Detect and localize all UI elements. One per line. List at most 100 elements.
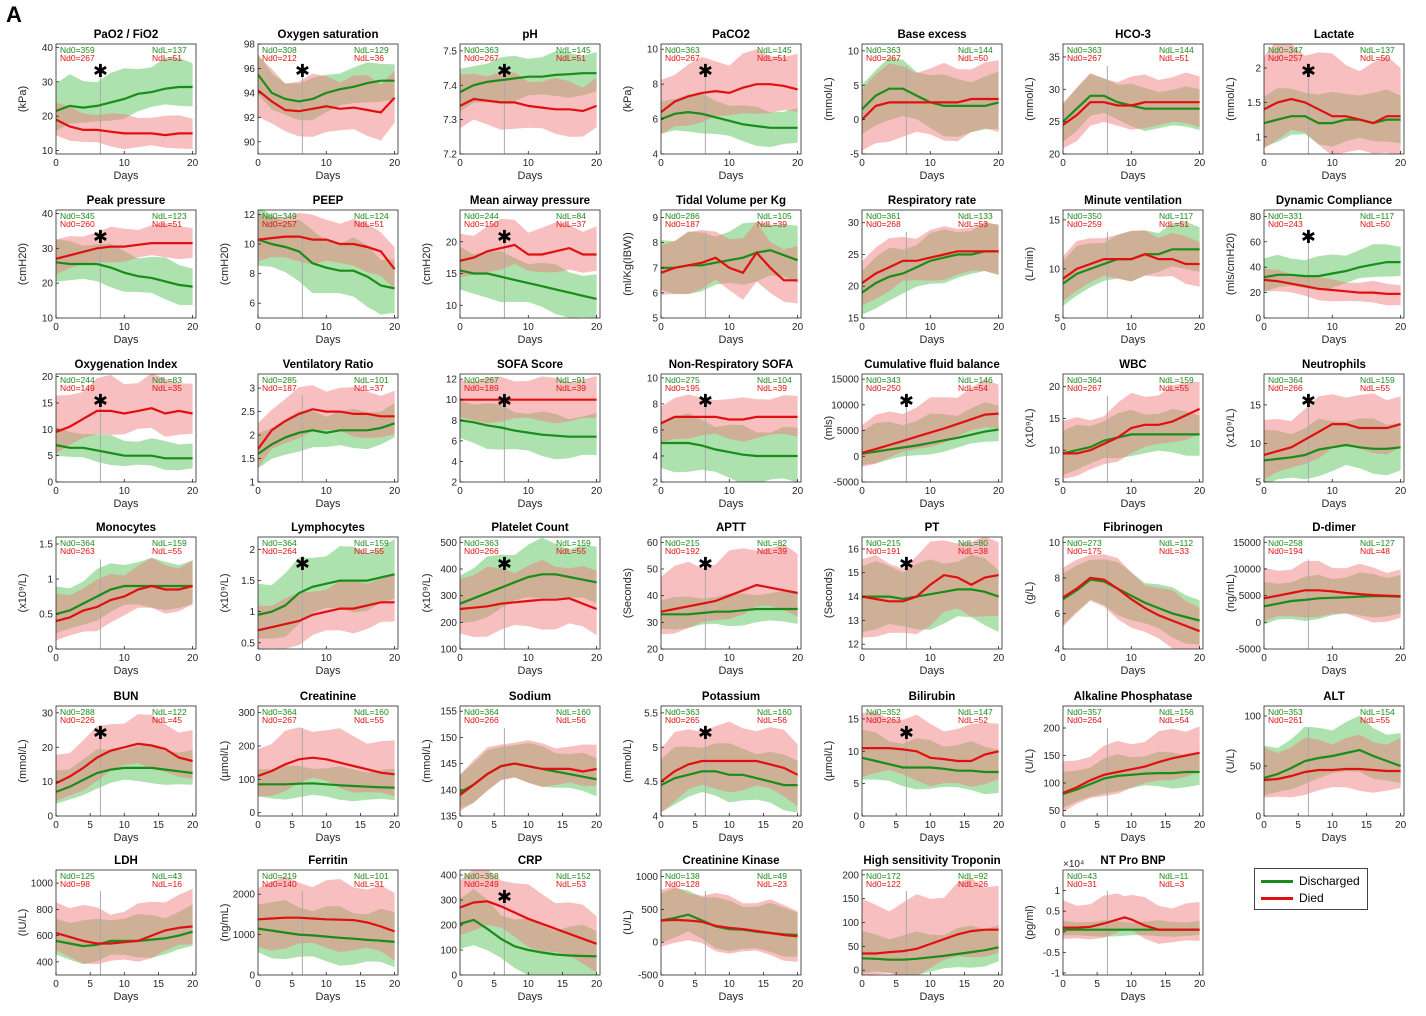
y-tick-label: 15 <box>848 568 860 579</box>
axes-box <box>1062 373 1204 483</box>
n-d0-discharged: Nd0=331 <box>1268 211 1303 221</box>
x-tick-label: 0 <box>53 486 59 497</box>
series-line-discharged <box>56 85 193 113</box>
series-line-died <box>56 925 193 945</box>
x-tick-label: 20 <box>1194 486 1206 497</box>
x-axis-label: Days <box>718 498 744 510</box>
significance-star: ✱ <box>93 391 108 412</box>
n-dl-discharged: NdL=43 <box>152 871 182 881</box>
y-tick-label: 10000 <box>1233 565 1261 576</box>
n-dl-died: NdL=37 <box>354 383 384 393</box>
x-tick-label: 5 <box>87 979 93 990</box>
band-died <box>258 727 395 797</box>
chart-title: Sodium <box>509 691 551 703</box>
y-tick-label: 145 <box>440 759 457 770</box>
y-tick-label: 15 <box>446 269 458 280</box>
y-tick-label: -500 <box>638 971 658 982</box>
n-dl-discharged: NdL=147 <box>958 707 993 717</box>
band-died <box>460 71 597 137</box>
series-line-discharged <box>1063 433 1200 455</box>
y-tick-label: 10 <box>848 46 860 57</box>
y-tick-label: 15000 <box>1233 538 1261 549</box>
chart-title: APTT <box>716 522 746 534</box>
significance-star: ✱ <box>1301 61 1316 82</box>
band-discharged <box>661 222 798 295</box>
y-tick-label: 1 <box>1255 132 1261 143</box>
n-dl-died: NdL=55 <box>152 546 182 556</box>
chart-title: LDH <box>114 855 138 867</box>
n-dl-discharged: NdL=145 <box>757 45 792 55</box>
band-discharged <box>1264 244 1401 292</box>
y-tick-label: 0 <box>249 808 255 819</box>
n-dl-died: NdL=35 <box>152 383 182 393</box>
series-line-died <box>1063 916 1200 931</box>
series-line-died <box>258 916 395 933</box>
y-tick-label: 9 <box>652 213 658 224</box>
axes-box <box>660 869 802 976</box>
y-tick-label: 15 <box>848 314 860 325</box>
series-line-discharged <box>661 441 798 458</box>
x-tick-label: 20 <box>993 158 1005 169</box>
n-d0-discharged: Nd0=345 <box>60 211 95 221</box>
x-tick-label: 0 <box>1060 158 1066 169</box>
y-tick-label: 13 <box>848 616 860 627</box>
x-tick-label: 10 <box>925 158 937 169</box>
n-d0-died: Nd0=189 <box>464 383 499 393</box>
y-tick-label: 40 <box>1250 263 1262 274</box>
chart-title: Oxygenation Index <box>75 359 178 371</box>
y-tick-label: 6 <box>249 299 255 310</box>
series-line-discharged <box>258 573 395 616</box>
x-tick-label: 5 <box>692 979 698 990</box>
x-tick-label: 0 <box>53 653 59 664</box>
y-axis-label: (cmH20) <box>17 243 29 285</box>
y-axis-label: (x10⁹/L) <box>1225 409 1237 448</box>
x-tick-label: 5 <box>1094 820 1100 831</box>
n-d0-died: Nd0=267 <box>1067 53 1102 63</box>
y-tick-label: 6 <box>652 425 658 436</box>
x-tick-label: 20 <box>389 158 401 169</box>
series-line-discharged <box>56 766 193 793</box>
y-tick-label: 50 <box>1049 806 1061 817</box>
series-line-discharged <box>862 250 999 294</box>
n-d0-died: Nd0=194 <box>1268 546 1303 556</box>
x-tick-label: 10 <box>523 486 535 497</box>
x-tick-label: 0 <box>457 820 463 831</box>
x-tick-label: 5 <box>289 820 295 831</box>
n-dl-discharged: NdL=122 <box>152 707 187 717</box>
significance-star: ✱ <box>93 723 108 744</box>
band-died <box>56 223 193 275</box>
y-tick-label: 135 <box>440 812 457 823</box>
axes-box <box>1263 209 1405 319</box>
n-d0-discharged: Nd0=138 <box>665 871 700 881</box>
n-dl-died: NdL=38 <box>958 546 988 556</box>
band-died <box>1264 734 1401 798</box>
y-tick-label: 4 <box>451 457 457 468</box>
series-line-discharged <box>862 87 999 111</box>
x-axis-label: Days <box>919 991 945 1003</box>
x-tick-label: 20 <box>792 653 804 664</box>
x-tick-label: 15 <box>1160 979 1172 990</box>
chart-title: Peak pressure <box>87 195 166 207</box>
n-d0-died: Nd0=268 <box>866 219 901 229</box>
y-tick-label: 10 <box>647 45 659 56</box>
y-tick-label: 15 <box>848 714 860 725</box>
n-dl-died: NdL=39 <box>556 383 586 393</box>
band-died <box>258 212 395 290</box>
series-line-discharged <box>1063 770 1200 796</box>
n-d0-discharged: Nd0=364 <box>464 707 499 717</box>
x-axis-label: Days <box>919 170 945 182</box>
y-tick-label: 0 <box>1255 618 1261 629</box>
y-tick-label: 200 <box>440 921 457 932</box>
series-line-discharged <box>862 428 999 455</box>
y-tick-label: 15 <box>42 398 54 409</box>
n-dl-died: NdL=54 <box>958 383 988 393</box>
band-died <box>661 222 798 304</box>
n-d0-died: Nd0=263 <box>60 546 95 556</box>
x-tick-label: 0 <box>1060 486 1066 497</box>
x-tick-label: 0 <box>1261 322 1267 333</box>
x-tick-label: 10 <box>119 158 131 169</box>
